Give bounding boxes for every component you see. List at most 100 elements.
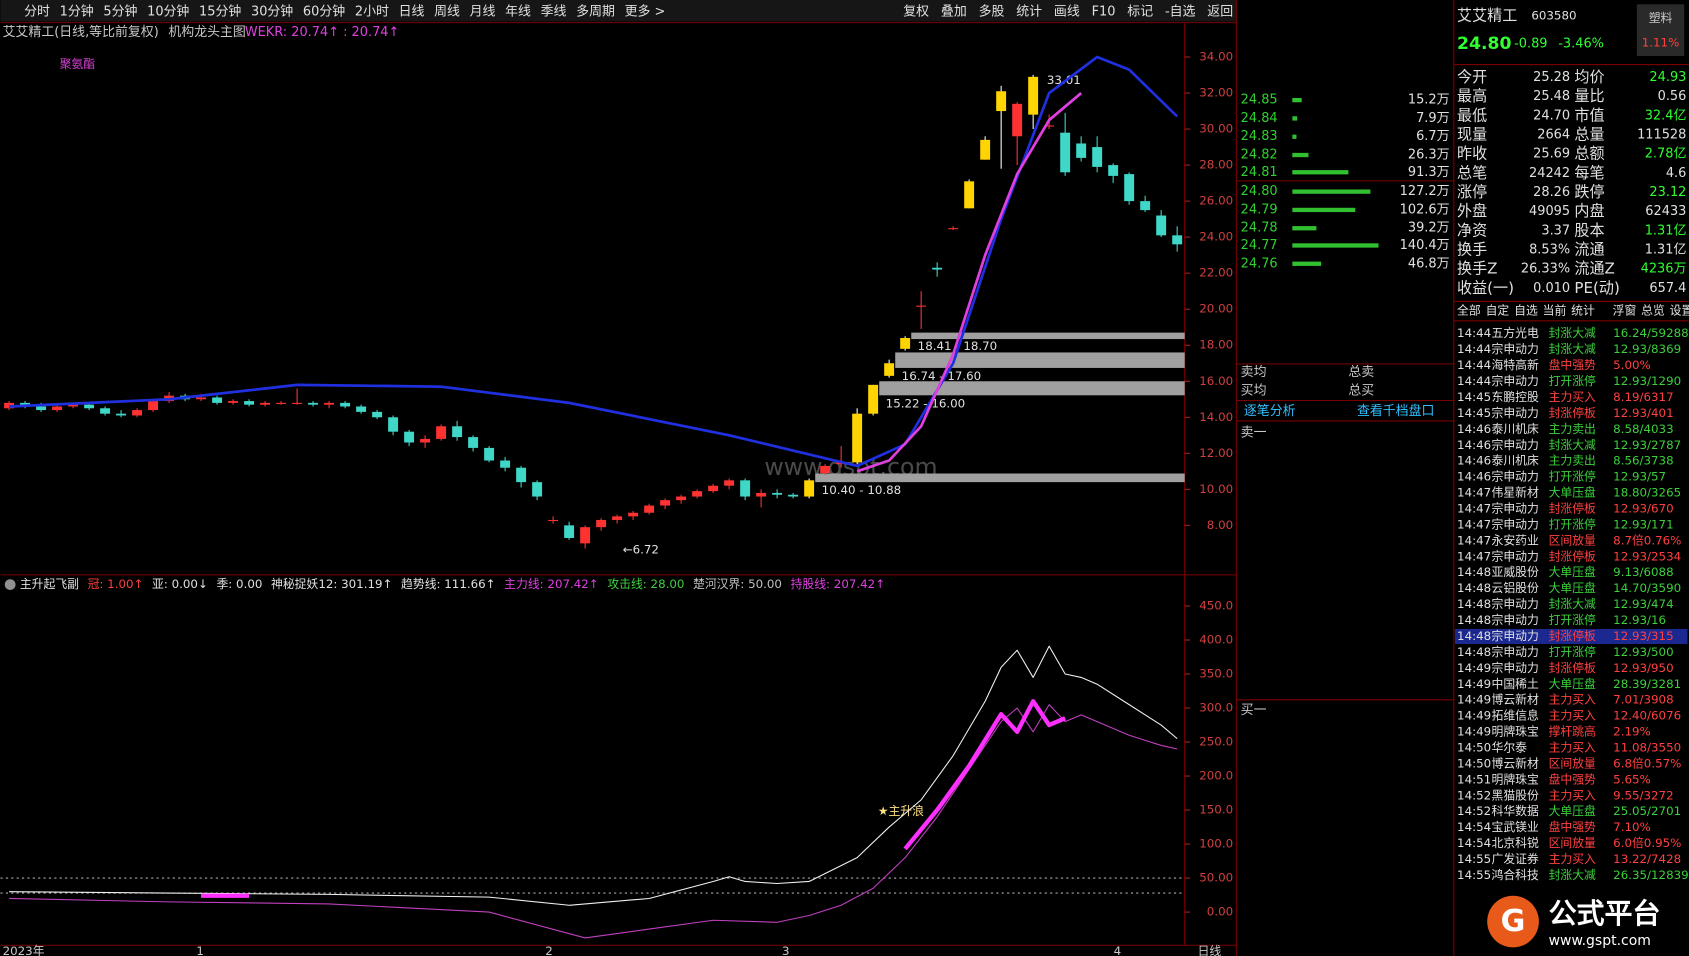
trade-value: 6.8倍0.57% (1613, 756, 1681, 770)
tab[interactable]: 统计 (1571, 304, 1595, 318)
toolbar-button[interactable]: 复权 (903, 3, 929, 19)
trade-value: 11.08/3550 (1613, 741, 1681, 755)
toolbar-button[interactable]: 15分钟 (199, 3, 241, 19)
trade-time: 14:46 (1457, 470, 1491, 484)
analysis-button[interactable]: 逐笔分析 (1244, 403, 1296, 419)
buy1: 买一 (1241, 703, 1267, 718)
indicator-param: 亚: 0.00↓ (152, 577, 208, 591)
trade-signal: 主力买入 (1549, 390, 1596, 404)
toolbar-button[interactable]: 月线 (470, 4, 496, 19)
toolbar-button[interactable]: 叠加 (941, 4, 967, 19)
toolbar-button[interactable]: 60分钟 (303, 3, 345, 19)
toolbar-button[interactable]: 1分钟 (60, 3, 94, 19)
trade-stock: 宗申动力 (1492, 517, 1539, 531)
y-tick-label: 400.0 (1199, 633, 1233, 647)
trade-stock: 黑猫股份 (1492, 788, 1539, 802)
candle-body (932, 267, 943, 270)
sector: 聚氨酯 (60, 57, 96, 71)
toolbar-button[interactable]: 2小时 (355, 4, 389, 19)
stat-label: 总量 (1574, 126, 1604, 144)
trade-value: 12.93/474 (1613, 597, 1673, 611)
stat-label: 现量 (1457, 126, 1487, 144)
candle-body (1092, 147, 1103, 167)
stat-label: 昨收 (1457, 145, 1487, 163)
toolbar-button[interactable]: 统计 (1016, 4, 1042, 19)
stat-label: 流通 (1574, 240, 1604, 258)
tab[interactable]: 全部 (1457, 304, 1481, 318)
candle-body (852, 413, 863, 463)
stat-label: 均价 (1574, 68, 1604, 86)
toolbar-button[interactable]: 分时 (24, 4, 50, 19)
candle-body (884, 363, 895, 376)
candle-body (964, 181, 975, 209)
ob-bar (1292, 207, 1356, 213)
toolbar-button[interactable]: 周线 (434, 4, 460, 19)
candle-body (980, 139, 991, 160)
trade-time: 14:50 (1457, 741, 1491, 755)
stat-label: 总额 (1574, 145, 1604, 163)
toolbar-button[interactable]: 返回 (1207, 4, 1233, 19)
stat-value: 0.010 (1533, 281, 1570, 296)
candle-body (596, 519, 607, 528)
candle-body (532, 482, 543, 497)
y-tick-label: 100.0 (1199, 837, 1233, 851)
trade-time: 14:47 (1457, 549, 1491, 563)
toolbar-button[interactable]: 10分钟 (147, 3, 189, 19)
tab[interactable]: 自定 (1486, 304, 1510, 318)
stock-name: 艾艾精工 (1457, 7, 1517, 25)
candle-body (1172, 235, 1183, 245)
stat-value: 4236万 (1641, 262, 1687, 277)
tab[interactable]: 自选 (1514, 304, 1538, 318)
trade-value: 16.24/59288 (1613, 326, 1688, 340)
indicator-line (903, 699, 1066, 851)
toolbar-button[interactable]: 5分钟 (103, 3, 137, 19)
toolbar-button[interactable]: 30分钟 (251, 3, 293, 19)
toolbar-button[interactable]: 画线 (1054, 4, 1080, 19)
tab[interactable]: 当前 (1543, 304, 1567, 318)
depth-button[interactable]: 查看千档盘口 (1357, 403, 1434, 419)
zone-label: 10.40 - 10.88 (822, 483, 902, 497)
trade-value: 12.93/8369 (1613, 342, 1681, 356)
ob-price: 24.78 (1241, 221, 1278, 236)
candle-body (308, 402, 319, 405)
ob-volume: 26.3万 (1408, 148, 1450, 163)
toolbar-button[interactable]: 季线 (541, 4, 567, 19)
zone (911, 332, 1185, 340)
toolbar-button[interactable]: 标记 (1127, 4, 1153, 19)
ob-label: 买均 (1241, 383, 1267, 398)
toolbar-button[interactable]: F10 (1092, 4, 1116, 19)
trade-stock: 永安药业 (1492, 533, 1539, 547)
candle-body (580, 527, 591, 544)
indicator-line (9, 704, 1178, 939)
candle-body (948, 228, 959, 230)
change: -0.89 (1514, 37, 1547, 52)
wekr: WEKR: 20.74↑ : 20.74↑ (245, 25, 399, 40)
toolbar-button[interactable]: 日线 (399, 4, 425, 19)
trade-time: 14:48 (1457, 597, 1491, 611)
toolbar-button[interactable]: -自选 (1165, 4, 1196, 19)
tab[interactable]: 浮窗 (1613, 304, 1637, 318)
trade-value: 5.00% (1613, 358, 1651, 372)
candle-body (148, 401, 159, 411)
trade-stock: 宗申动力 (1492, 645, 1539, 659)
trade-value: 12.93/2534 (1613, 549, 1681, 563)
toolbar-button[interactable]: 多周期 (576, 4, 615, 19)
candle-body (228, 401, 239, 403)
ob-price: 24.79 (1241, 202, 1278, 217)
tab[interactable]: 总览 (1641, 304, 1665, 318)
trade-time: 14:54 (1457, 836, 1491, 850)
toolbar-button[interactable]: 年线 (505, 4, 531, 19)
industry-box (1636, 4, 1685, 56)
tab[interactable]: 设置 (1670, 304, 1689, 318)
trade-time: 14:52 (1457, 804, 1491, 818)
toolbar-button[interactable]: 多股 (979, 4, 1005, 19)
stat-label: 量比 (1574, 87, 1604, 105)
trade-stock: 泰川机床 (1492, 454, 1539, 468)
trade-value: 12.93/950 (1613, 661, 1673, 675)
toolbar-button[interactable]: 更多 > (625, 4, 666, 19)
trade-value: 8.7倍0.76% (1613, 533, 1681, 547)
zone (815, 473, 1185, 483)
stat-value: 25.48 (1533, 89, 1570, 104)
trade-signal: 封涨大减 (1549, 868, 1596, 882)
